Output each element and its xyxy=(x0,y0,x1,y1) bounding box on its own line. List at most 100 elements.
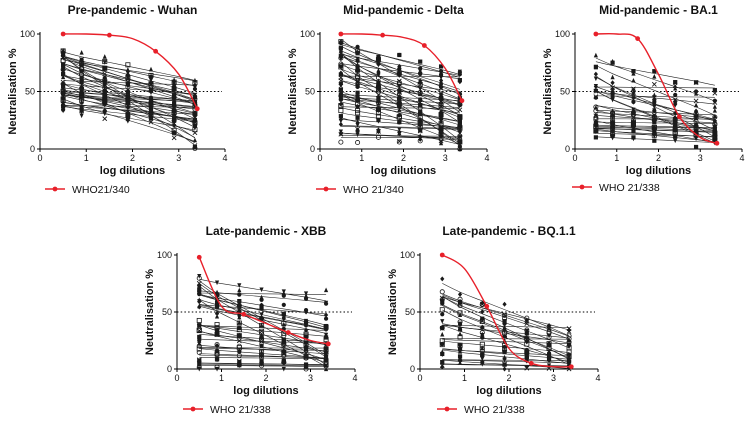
legend-label: WHO 21/338 xyxy=(464,404,525,416)
sample-data-point xyxy=(418,110,422,114)
sample-data-point xyxy=(480,317,484,321)
sample-data-point xyxy=(355,85,359,89)
chart-title: Pre-pandemic - Wuhan xyxy=(68,3,198,17)
sample-data-point xyxy=(397,53,401,57)
legend-marker xyxy=(191,407,196,412)
chart-title: Mid-pandemic - BA.1 xyxy=(599,3,718,17)
sample-data-point xyxy=(355,140,359,144)
sample-data-point xyxy=(355,45,359,49)
sample-data-point xyxy=(237,293,241,297)
sample-data-point xyxy=(439,72,443,76)
sample-data-point xyxy=(547,356,551,360)
sample-data-point xyxy=(610,75,614,80)
reference-data-point xyxy=(635,36,640,41)
reference-data-point xyxy=(326,342,331,347)
x-tick-label: 0 xyxy=(37,153,42,163)
reference-data-point xyxy=(286,330,291,335)
sample-data-point xyxy=(324,324,328,328)
sample-data-point xyxy=(215,328,219,332)
x-tick-label: 1 xyxy=(359,153,364,163)
reference-data-point xyxy=(241,312,246,317)
sample-data-point xyxy=(197,291,201,295)
sample-data-point xyxy=(458,140,462,144)
sample-data-point xyxy=(193,87,197,91)
chart-title: Mid-pandemic - Delta xyxy=(343,3,464,17)
sample-data-point xyxy=(594,129,598,133)
sample-data-point xyxy=(694,99,698,103)
sample-data-point xyxy=(440,326,444,330)
reference-data-point xyxy=(107,33,112,38)
reference-data-point xyxy=(529,361,534,366)
x-tick-label: 4 xyxy=(222,153,227,163)
sample-data-point xyxy=(126,93,130,97)
sample-data-point xyxy=(282,303,286,307)
sample-data-point xyxy=(397,120,401,124)
sample-data-point xyxy=(610,125,614,129)
y-axis-label: Neutralisation % xyxy=(287,48,299,134)
chart-title: Late-pandemic - XBB xyxy=(206,224,327,238)
sample-data-point xyxy=(673,86,677,91)
sample-data-point xyxy=(80,58,84,62)
y-tick-label: 50 xyxy=(560,87,570,97)
sample-data-point xyxy=(304,293,308,298)
y-tick-label: 0 xyxy=(410,364,415,374)
sample-data-point xyxy=(440,319,444,324)
sample-data-point xyxy=(652,93,656,98)
y-tick-label: 0 xyxy=(30,144,35,154)
legend-marker xyxy=(324,187,329,192)
reference-data-point xyxy=(460,98,465,103)
sample-data-point xyxy=(103,54,107,59)
sample-data-point xyxy=(610,80,614,85)
sample-data-point xyxy=(631,129,635,133)
sample-data-point xyxy=(339,140,343,144)
sample-data-point xyxy=(418,60,422,64)
sample-data-point xyxy=(673,128,677,132)
sample-data-point xyxy=(126,73,130,77)
sample-data-point xyxy=(418,66,422,70)
sample-data-point xyxy=(652,128,656,132)
sample-data-point xyxy=(126,105,130,110)
sample-data-point xyxy=(355,59,359,63)
sample-data-point xyxy=(594,53,598,58)
sample-data-point xyxy=(282,338,286,342)
y-tick-label: 50 xyxy=(305,87,315,97)
sample-data-point xyxy=(673,93,677,97)
x-axis-label: log dilutions xyxy=(476,385,541,397)
reference-data-point xyxy=(197,255,202,260)
sample-data-point xyxy=(282,291,286,296)
sample-data-point xyxy=(126,67,130,72)
y-axis-label: Neutralisation % xyxy=(144,269,156,355)
x-tick-label: 2 xyxy=(401,153,406,163)
sample-data-point xyxy=(324,350,328,354)
sample-data-point xyxy=(339,114,343,118)
sample-data-point xyxy=(694,145,698,149)
sample-data-point xyxy=(61,52,65,56)
x-tick-label: 4 xyxy=(595,373,600,383)
y-tick-label: 50 xyxy=(405,307,415,317)
reference-data-point xyxy=(569,364,574,369)
sample-data-point xyxy=(103,117,107,121)
reference-data-point xyxy=(484,304,489,309)
sample-data-point xyxy=(397,129,401,134)
legend-label: WHO 21/338 xyxy=(210,404,271,416)
y-tick-label: 0 xyxy=(167,364,172,374)
x-tick-label: 0 xyxy=(572,153,577,163)
legend-label: WHO 21/340 xyxy=(343,184,404,196)
x-tick-label: 3 xyxy=(443,153,448,163)
sample-data-point xyxy=(440,308,444,312)
y-tick-label: 100 xyxy=(157,250,172,260)
sample-data-point xyxy=(324,317,328,321)
sample-data-point xyxy=(376,118,380,122)
sample-data-point xyxy=(440,276,444,281)
x-axis-label: log dilutions xyxy=(371,165,436,177)
sample-data-point xyxy=(324,302,328,306)
sample-data-point xyxy=(149,67,153,72)
sample-data-point xyxy=(259,295,263,300)
sample-data-point xyxy=(397,100,401,104)
reference-data-point xyxy=(153,49,158,54)
sample-data-point xyxy=(567,360,571,364)
sample-data-point xyxy=(502,302,506,307)
